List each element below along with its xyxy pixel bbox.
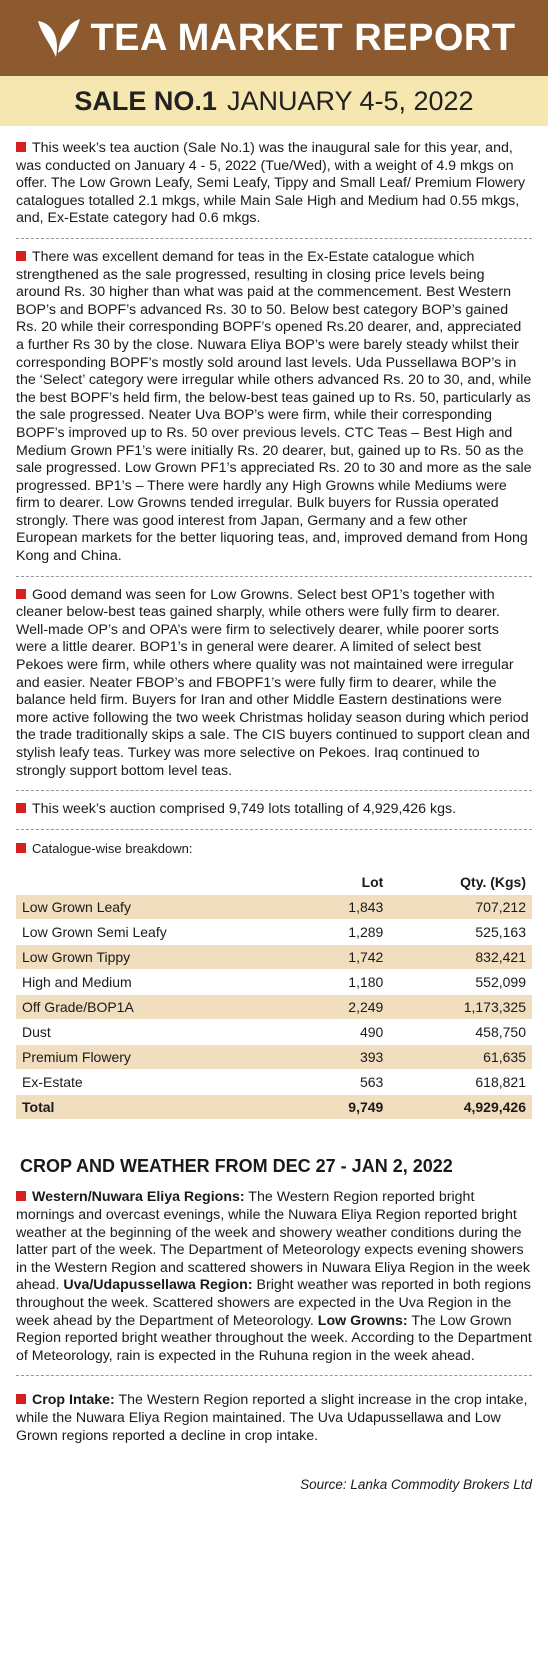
total-cell: 4,929,426 bbox=[389, 1094, 532, 1121]
paragraph: Western/Nuwara Eliya Regions: The Wester… bbox=[16, 1183, 532, 1373]
content: This week’s tea auction (Sale No.1) was … bbox=[0, 126, 548, 1492]
bullet bbox=[16, 842, 26, 853]
table-cell: 2,249 bbox=[303, 994, 390, 1021]
table-row: Ex-Estate 563 618,821 bbox=[16, 1069, 532, 1096]
table-cell: High and Medium bbox=[16, 969, 304, 996]
region-text: The Western Region reported bright morni… bbox=[16, 1189, 530, 1294]
region-label: Uva/Udapussellawa Region: bbox=[63, 1277, 253, 1294]
table-row: Low Grown Leafy 1,843 707,212 bbox=[16, 895, 532, 921]
table-row: Low Grown Semi Leafy 1,289 525,163 bbox=[16, 919, 532, 946]
source: Source: Lanka Commodity Brokers Ltd bbox=[300, 1477, 532, 1493]
table-cell: 1,742 bbox=[303, 944, 390, 971]
table-cell: 525,163 bbox=[389, 919, 532, 946]
table-cell: 458,750 bbox=[389, 1019, 532, 1046]
separator bbox=[16, 575, 532, 577]
paragraph-text: This week’s tea auction (Sale No.1) was … bbox=[16, 140, 526, 227]
paragraph-text: There was excellent demand for teas in t… bbox=[16, 248, 532, 565]
paragraph: Crop Intake: The Western Region reported… bbox=[16, 1386, 532, 1453]
total-row: Total 9,749 4,929,426 bbox=[16, 1094, 532, 1121]
region-text: The Low Grown Region reported bright wea… bbox=[16, 1312, 532, 1364]
bullet bbox=[16, 250, 26, 261]
bullet bbox=[16, 1394, 26, 1405]
sale-number: SALE NO.1 bbox=[74, 85, 217, 116]
header-band: TEA MARKET REPORT bbox=[0, 0, 548, 76]
table-cell: Dust bbox=[16, 1019, 304, 1046]
bullet bbox=[16, 588, 26, 599]
table-cell: Low Grown Semi Leafy bbox=[16, 919, 304, 946]
table-caption: Catalogue-wise breakdown: bbox=[16, 834, 532, 866]
header-cell: Lot bbox=[361, 874, 384, 891]
table-cell: 1,180 bbox=[303, 969, 390, 996]
header-row: Lot Qty. (Kgs) bbox=[16, 869, 532, 895]
table-row: Off Grade/BOP1A 2,249 1,173,325 bbox=[16, 994, 532, 1021]
table-row: Premium Flowery 393 61,635 bbox=[16, 1044, 532, 1071]
header-cell bbox=[16, 869, 303, 895]
table-cell: 61,635 bbox=[389, 1044, 532, 1071]
table-cell: 563 bbox=[303, 1069, 390, 1096]
sale-date: JANUARY 4-5, 2022 bbox=[226, 85, 474, 116]
table-cell: Premium Flowery bbox=[16, 1044, 304, 1071]
logo bbox=[38, 19, 81, 57]
separator bbox=[16, 237, 532, 239]
table-cell: 618,821 bbox=[389, 1069, 532, 1096]
table-cell: 393 bbox=[303, 1044, 390, 1071]
separator bbox=[16, 828, 532, 830]
header-cell: Qty. (Kgs) bbox=[460, 874, 526, 891]
table-cell: Ex-Estate bbox=[16, 1069, 304, 1096]
separator bbox=[16, 1375, 532, 1377]
table-cell: 1,289 bbox=[303, 919, 390, 946]
crop-label: Crop Intake: bbox=[32, 1392, 115, 1409]
table-row: Low Grown Tippy 1,742 832,421 bbox=[16, 944, 532, 971]
table-cell: 490 bbox=[303, 1019, 390, 1046]
sale-band: SALE NO.1 JANUARY 4-5, 2022 bbox=[0, 76, 548, 126]
paragraph: Good demand was seen for Low Growns. Sel… bbox=[16, 581, 532, 789]
table-cell: Low Grown Leafy bbox=[16, 895, 304, 921]
separator bbox=[16, 790, 532, 792]
crop-text: The Western Region reported a slight inc… bbox=[16, 1392, 528, 1444]
total-cell: Total bbox=[16, 1094, 304, 1121]
total-cell: 9,749 bbox=[303, 1094, 390, 1121]
region-text: Bright weather was reported in both regi… bbox=[16, 1277, 531, 1329]
paragraph-text: This week’s auction comprised 9,749 lots… bbox=[32, 801, 457, 818]
table-cell: 832,421 bbox=[389, 944, 532, 971]
table-cell: 1,173,325 bbox=[389, 994, 532, 1021]
table-cell: Off Grade/BOP1A bbox=[16, 994, 304, 1021]
bullet bbox=[16, 803, 26, 814]
region-label: Western/Nuwara Eliya Regions: bbox=[32, 1189, 245, 1206]
region-label: Low Growns: bbox=[317, 1312, 408, 1329]
title: TEA MARKET REPORT bbox=[90, 16, 516, 59]
table-row: High and Medium 1,180 552,099 bbox=[16, 969, 532, 996]
table-cell: Low Grown Tippy bbox=[16, 944, 304, 971]
table-row: Dust 490 458,750 bbox=[16, 1019, 532, 1046]
table-cell: 552,099 bbox=[389, 969, 532, 996]
section-heading: CROP AND WEATHER FROM DEC 27 - JAN 2, 20… bbox=[20, 1156, 453, 1177]
paragraph-text: Good demand was seen for Low Growns. Sel… bbox=[16, 586, 530, 779]
bullet bbox=[16, 1191, 26, 1202]
bullet bbox=[16, 142, 26, 152]
paragraph: This week’s tea auction (Sale No.1) was … bbox=[16, 134, 532, 236]
caption-text: Catalogue-wise breakdown: bbox=[32, 840, 193, 856]
paragraph: This week’s auction comprised 9,749 lots… bbox=[16, 795, 532, 827]
breakdown-table: Lot Qty. (Kgs) Low Grown Leafy 1,843 707,212… bbox=[16, 869, 532, 1121]
table-cell: 707,212 bbox=[389, 895, 532, 921]
table-cell: 1,843 bbox=[303, 895, 390, 921]
paragraph: There was excellent demand for teas in t… bbox=[16, 243, 532, 574]
